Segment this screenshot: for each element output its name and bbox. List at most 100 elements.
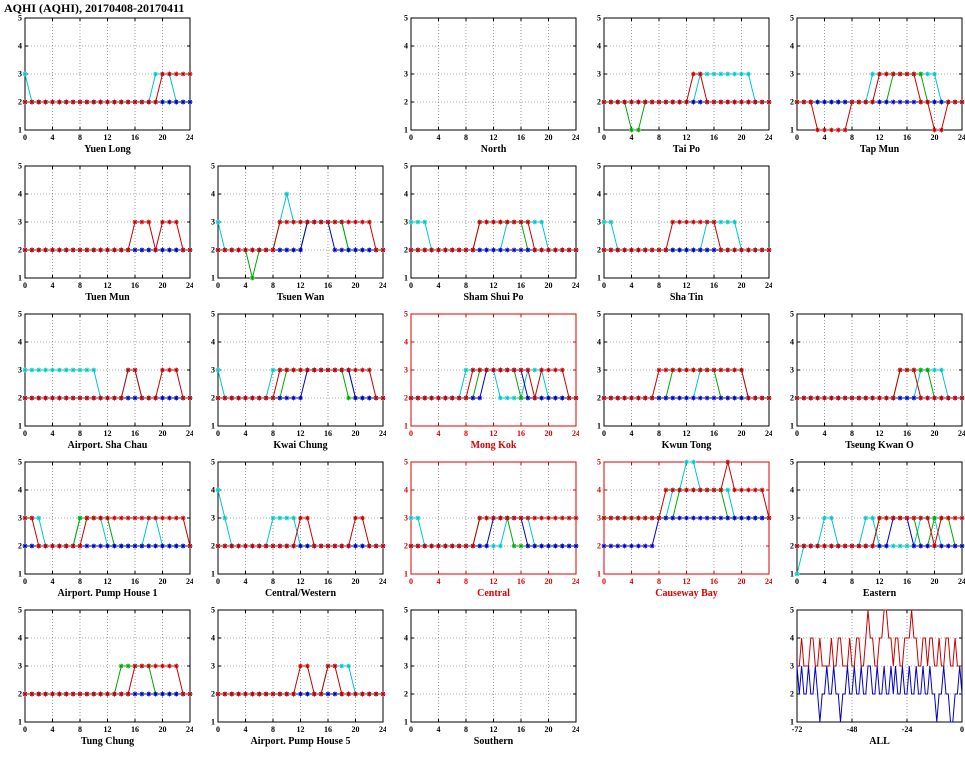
- x-tick-label: 12: [490, 133, 498, 142]
- y-tick-label: 4: [790, 338, 794, 347]
- y-tick-label: 2: [404, 690, 408, 699]
- x-tick-label: 0: [23, 577, 27, 586]
- x-tick-label: 4: [51, 577, 55, 586]
- x-tick-label: 24: [572, 725, 579, 734]
- x-tick-label: 20: [545, 133, 553, 142]
- x-tick-label: 4: [244, 725, 248, 734]
- y-tick-label: 2: [404, 246, 408, 255]
- x-tick-label: 4: [51, 281, 55, 290]
- x-tick-label: 8: [78, 429, 82, 438]
- y-tick-label: 4: [18, 42, 22, 51]
- x-tick-label: 0: [216, 281, 220, 290]
- x-tick-label: 16: [517, 725, 525, 734]
- charts-grid: 0 4 8 12 16 20 24 1 2 3 4 5 Yuen Long 0 4 8 12 16 20 24 1 2 3 4…: [0, 12, 965, 752]
- y-tick-label: 3: [597, 366, 601, 375]
- x-tick-label: 8: [464, 429, 468, 438]
- blank-cell: [579, 604, 772, 752]
- y-tick-label: 3: [404, 70, 408, 79]
- x-tick-label: 4: [51, 133, 55, 142]
- x-tick-label: 24: [379, 429, 386, 438]
- x-tick-label: 20: [159, 281, 167, 290]
- x-tick-label: 16: [710, 281, 718, 290]
- y-tick-label: 3: [790, 70, 794, 79]
- y-tick-label: 3: [404, 218, 408, 227]
- x-tick-label: 20: [159, 577, 167, 586]
- y-tick-label: 5: [597, 458, 601, 467]
- x-tick-label: 8: [271, 577, 275, 586]
- y-tick-label: 5: [790, 606, 794, 615]
- x-tick-label: 8: [657, 577, 661, 586]
- chart-airport-sha-chau: 0 4 8 12 16 20 24 1 2 3 4 5 Airport. Sha Chau: [0, 308, 194, 456]
- chart-title: Tung Chung: [81, 736, 134, 747]
- y-tick-label: 3: [18, 366, 22, 375]
- y-tick-label: 1: [18, 126, 22, 135]
- x-tick-label: 12: [876, 133, 884, 142]
- y-tick-label: 1: [404, 126, 408, 135]
- x-tick-label: 24: [958, 133, 965, 142]
- y-tick-label: 4: [597, 486, 601, 495]
- x-tick-label: 16: [710, 577, 718, 586]
- series-20170411: [601, 71, 772, 105]
- chart-svg-all: -72 -48 -24 0 1 2 3 4 5 ALL: [790, 606, 964, 748]
- x-tick-label: 8: [464, 577, 468, 586]
- series-20170411: [601, 367, 772, 401]
- chart-sha-tin: 0 4 8 12 16 20 24 1 2 3 4 5 Sha Tin: [579, 160, 773, 308]
- x-tick-label: 8: [850, 429, 854, 438]
- chart-title: Central/Western: [265, 588, 337, 599]
- x-tick-label: 8: [657, 133, 661, 142]
- series-20170411: [22, 515, 193, 549]
- y-tick-label: 4: [211, 486, 215, 495]
- y-tick-label: 5: [18, 310, 22, 319]
- y-tick-label: 5: [790, 458, 794, 467]
- y-tick-label: 1: [18, 422, 22, 431]
- x-tick-label: 20: [931, 577, 939, 586]
- y-tick-label: 4: [404, 42, 408, 51]
- x-tick-label: 16: [710, 429, 718, 438]
- x-tick-label: 4: [437, 429, 441, 438]
- series-20170410: [796, 665, 963, 723]
- x-tick-label: 16: [324, 429, 332, 438]
- chart-title: Tap Mun: [860, 144, 900, 155]
- x-tick-label: 24: [765, 281, 772, 290]
- x-tick-label: 24: [958, 429, 965, 438]
- x-tick-label: 12: [876, 429, 884, 438]
- x-tick-label: 12: [104, 577, 112, 586]
- series-20170411: [794, 515, 965, 549]
- x-tick-label: -24: [902, 725, 913, 734]
- chart-airport-pump-house-1: 0 4 8 12 16 20 24 1 2 3 4 5 Airport. Pump House 1: [0, 456, 194, 604]
- chart-all: -72 -48 -24 0 1 2 3 4 5 ALL: [772, 604, 965, 752]
- y-tick-label: 1: [404, 422, 408, 431]
- y-tick-label: 5: [211, 458, 215, 467]
- y-tick-label: 4: [404, 338, 408, 347]
- y-tick-label: 5: [597, 14, 601, 23]
- y-tick-label: 3: [790, 366, 794, 375]
- y-tick-label: 5: [790, 310, 794, 319]
- series-20170411: [215, 219, 386, 253]
- y-tick-label: 5: [597, 162, 601, 171]
- y-tick-label: 1: [211, 570, 215, 579]
- y-tick-label: 4: [404, 190, 408, 199]
- blank-cell: [772, 160, 965, 308]
- x-tick-label: 16: [131, 429, 139, 438]
- x-tick-label: 0: [409, 577, 413, 586]
- x-tick-label: 12: [297, 725, 305, 734]
- y-tick-label: 4: [18, 338, 22, 347]
- x-tick-label: 4: [437, 725, 441, 734]
- y-tick-label: 5: [404, 458, 408, 467]
- y-tick-label: 1: [211, 422, 215, 431]
- x-tick-label: 16: [517, 429, 525, 438]
- y-tick-label: 5: [211, 310, 215, 319]
- x-tick-label: -72: [792, 725, 803, 734]
- y-tick-label: 2: [597, 246, 601, 255]
- x-tick-label: 12: [490, 281, 498, 290]
